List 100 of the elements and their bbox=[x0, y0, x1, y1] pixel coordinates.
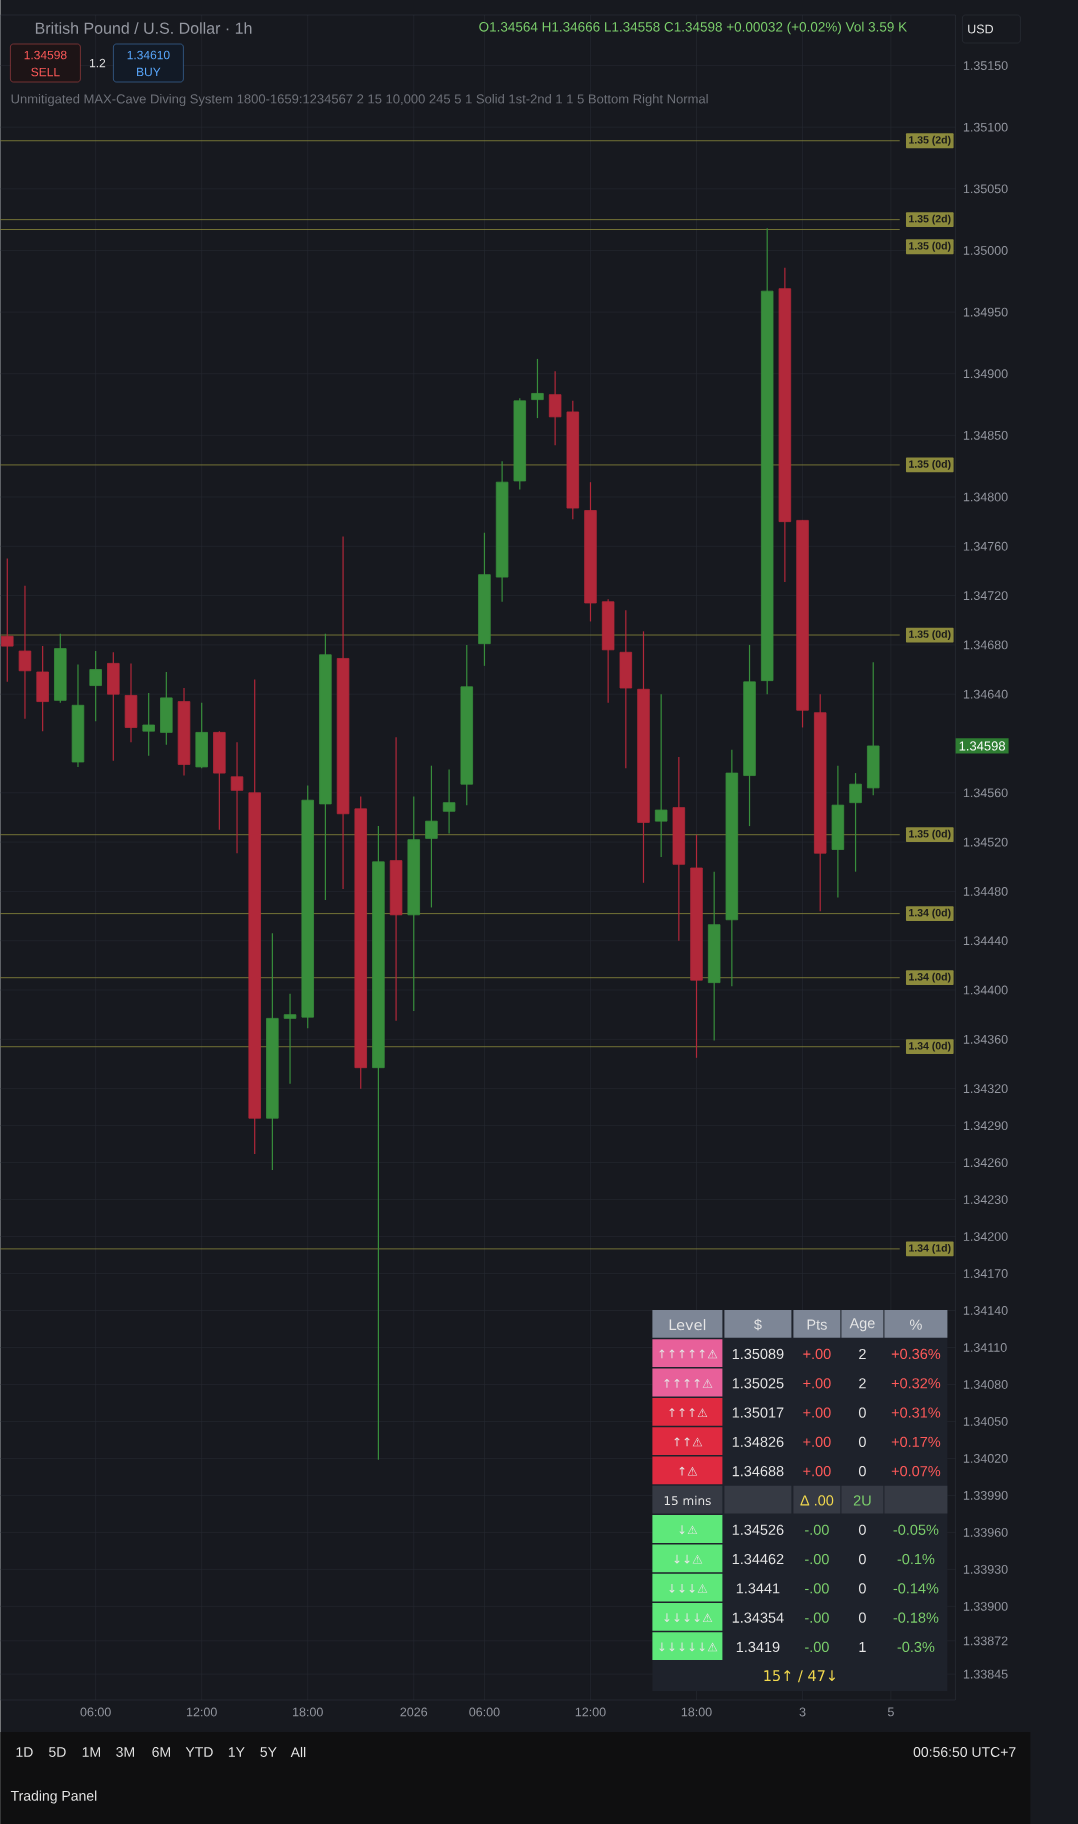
y-tick-label: 1.35100 bbox=[963, 122, 1008, 132]
candlestick bbox=[18, 585, 32, 720]
annotation: -0.14% bbox=[893, 1583, 939, 1594]
y-tick-label: 1.34850 bbox=[963, 430, 1008, 440]
annotation: BUY bbox=[136, 67, 161, 77]
text: USD bbox=[967, 24, 993, 34]
y-tick-label: 1.33900 bbox=[963, 1601, 1008, 1611]
annotation: -0.18% bbox=[893, 1612, 939, 1623]
y-tick-label: 1.34760 bbox=[963, 541, 1008, 551]
annotation: -.00 bbox=[804, 1612, 829, 1623]
annotation: $ bbox=[753, 1318, 762, 1331]
annotation: 2U bbox=[853, 1495, 871, 1506]
text: 5D bbox=[48, 1747, 66, 1757]
annotation: +0.07% bbox=[891, 1466, 940, 1477]
ref-line-label: 1.34 (0d) bbox=[908, 1041, 951, 1052]
annotation: 1.34826 bbox=[732, 1436, 784, 1447]
ref-line-label: 1.34 (1d) bbox=[908, 1243, 951, 1254]
text: 1D bbox=[16, 1747, 33, 1757]
candlestick bbox=[442, 768, 456, 835]
ref-line-label: 1.35 (2d) bbox=[908, 135, 951, 146]
x-tick-label: 06:00 bbox=[80, 1707, 111, 1717]
x-tick-label: 2026 bbox=[400, 1707, 427, 1717]
annotation: ↑↑↑↑↑⚠ bbox=[659, 1349, 718, 1359]
annotation: ↓↓⚠ bbox=[674, 1554, 703, 1564]
annotation: ↓↓↓↓⚠ bbox=[664, 1613, 713, 1623]
annotation: -0.3% bbox=[897, 1641, 935, 1653]
y-tick-label: 1.34080 bbox=[963, 1380, 1008, 1389]
y-tick-label: 1.33960 bbox=[963, 1527, 1008, 1537]
x-tick-label: 06:00 bbox=[469, 1707, 500, 1717]
ref-line-label: 1.35 (0d) bbox=[908, 630, 951, 640]
y-tick-label: 1.34200 bbox=[963, 1232, 1008, 1241]
y-tick-label: 1.34520 bbox=[963, 837, 1008, 847]
annotation: 1.35025 bbox=[732, 1378, 784, 1389]
x-tick-label: 3 bbox=[799, 1707, 806, 1717]
annotation: ↓↓↓⚠ bbox=[669, 1583, 708, 1593]
annotation: 1.34598 bbox=[24, 50, 67, 60]
ref-line-label: 1.35 (0d) bbox=[908, 460, 951, 470]
annotation: 1.34688 bbox=[732, 1466, 784, 1477]
ref-line-label: 1.34 (0d) bbox=[908, 908, 951, 919]
annotation: -0.1% bbox=[897, 1553, 935, 1565]
y-tick-label: 1.35050 bbox=[963, 184, 1008, 194]
candlestick bbox=[142, 692, 155, 757]
y-tick-label: 1.33872 bbox=[963, 1636, 1008, 1646]
y-tick-label: 1.34360 bbox=[963, 1034, 1008, 1044]
ref-line-label: 1.35 (2d) bbox=[908, 214, 951, 225]
text: 00:56:50 UTC+7 bbox=[913, 1747, 1016, 1757]
candlestick bbox=[89, 650, 102, 722]
annotation: 1.34610 bbox=[127, 50, 170, 60]
y-tick-label: 1.33845 bbox=[963, 1669, 1008, 1679]
annotation: 15↑ / 47↓ bbox=[764, 1670, 835, 1683]
ref-line-label: 1.35 (0d) bbox=[908, 241, 951, 252]
text: 5Y bbox=[260, 1747, 277, 1757]
y-tick-label: 1.34110 bbox=[963, 1343, 1007, 1352]
text: % bbox=[909, 1319, 922, 1330]
annotation: -.00 bbox=[804, 1641, 829, 1653]
y-tick-label: 1.34900 bbox=[963, 369, 1008, 379]
annotation: -.00 bbox=[804, 1553, 829, 1565]
annotation: ↑⚠ bbox=[679, 1466, 698, 1476]
annotation: 0 bbox=[858, 1583, 866, 1594]
y-tick-label: 1.34020 bbox=[963, 1454, 1008, 1463]
x-tick-label: 5 bbox=[887, 1707, 894, 1717]
y-tick-label: 1.34800 bbox=[963, 492, 1008, 502]
annotation: 1.35089 bbox=[732, 1348, 784, 1360]
annotation: Δ .00 bbox=[800, 1495, 834, 1506]
y-tick-label: 1.34440 bbox=[963, 936, 1008, 946]
annotation: +.00 bbox=[803, 1466, 831, 1477]
annotation: 0 bbox=[858, 1524, 866, 1535]
candlestick bbox=[531, 358, 544, 419]
annotation: 1.35017 bbox=[732, 1407, 784, 1418]
text: All bbox=[290, 1746, 306, 1758]
annotation: 1.34462 bbox=[732, 1553, 784, 1565]
y-tick-label: 1.34140 bbox=[963, 1306, 1008, 1315]
annotation: 0 bbox=[858, 1436, 866, 1447]
annotation: +.00 bbox=[803, 1436, 831, 1447]
annotation: 2 bbox=[858, 1378, 866, 1389]
annotation: 1.3441 bbox=[736, 1583, 780, 1594]
ref-line-label: 1.35 (0d) bbox=[908, 829, 951, 840]
annotation: 0 bbox=[858, 1612, 866, 1623]
candlestick bbox=[654, 693, 668, 858]
candlestick bbox=[425, 765, 438, 909]
text: YTD bbox=[185, 1747, 213, 1757]
annotation: -0.05% bbox=[893, 1524, 939, 1535]
x-tick-label: 12:00 bbox=[575, 1707, 606, 1717]
annotation: 2 bbox=[858, 1348, 866, 1360]
candlestick bbox=[548, 370, 562, 446]
annotation: Pts bbox=[807, 1319, 827, 1330]
annotation: O1.34564 H1.34666 L1.34558 C1.34598 +0.00032 (+0.02%) Vol 3.59 K bbox=[479, 21, 907, 35]
y-tick-label: 1.34560 bbox=[963, 788, 1008, 798]
y-tick-label: 1.35150 bbox=[963, 61, 1008, 70]
y-tick-label: 1.34720 bbox=[963, 591, 1008, 601]
text: 1M bbox=[82, 1747, 100, 1757]
y-tick-label: 1.34260 bbox=[963, 1158, 1008, 1168]
y-tick-label: 1.34230 bbox=[963, 1195, 1008, 1204]
annotation: 0 bbox=[858, 1553, 866, 1565]
annotation: ↓↓↓↓↓⚠ bbox=[659, 1642, 718, 1652]
annotation: -.00 bbox=[804, 1524, 829, 1535]
chart-title: British Pound / U.S. Dollar · 1h bbox=[35, 22, 252, 34]
annotation: +0.36% bbox=[891, 1348, 940, 1360]
x-tick-label: 18:00 bbox=[681, 1707, 712, 1717]
annotation: Age bbox=[849, 1318, 875, 1332]
